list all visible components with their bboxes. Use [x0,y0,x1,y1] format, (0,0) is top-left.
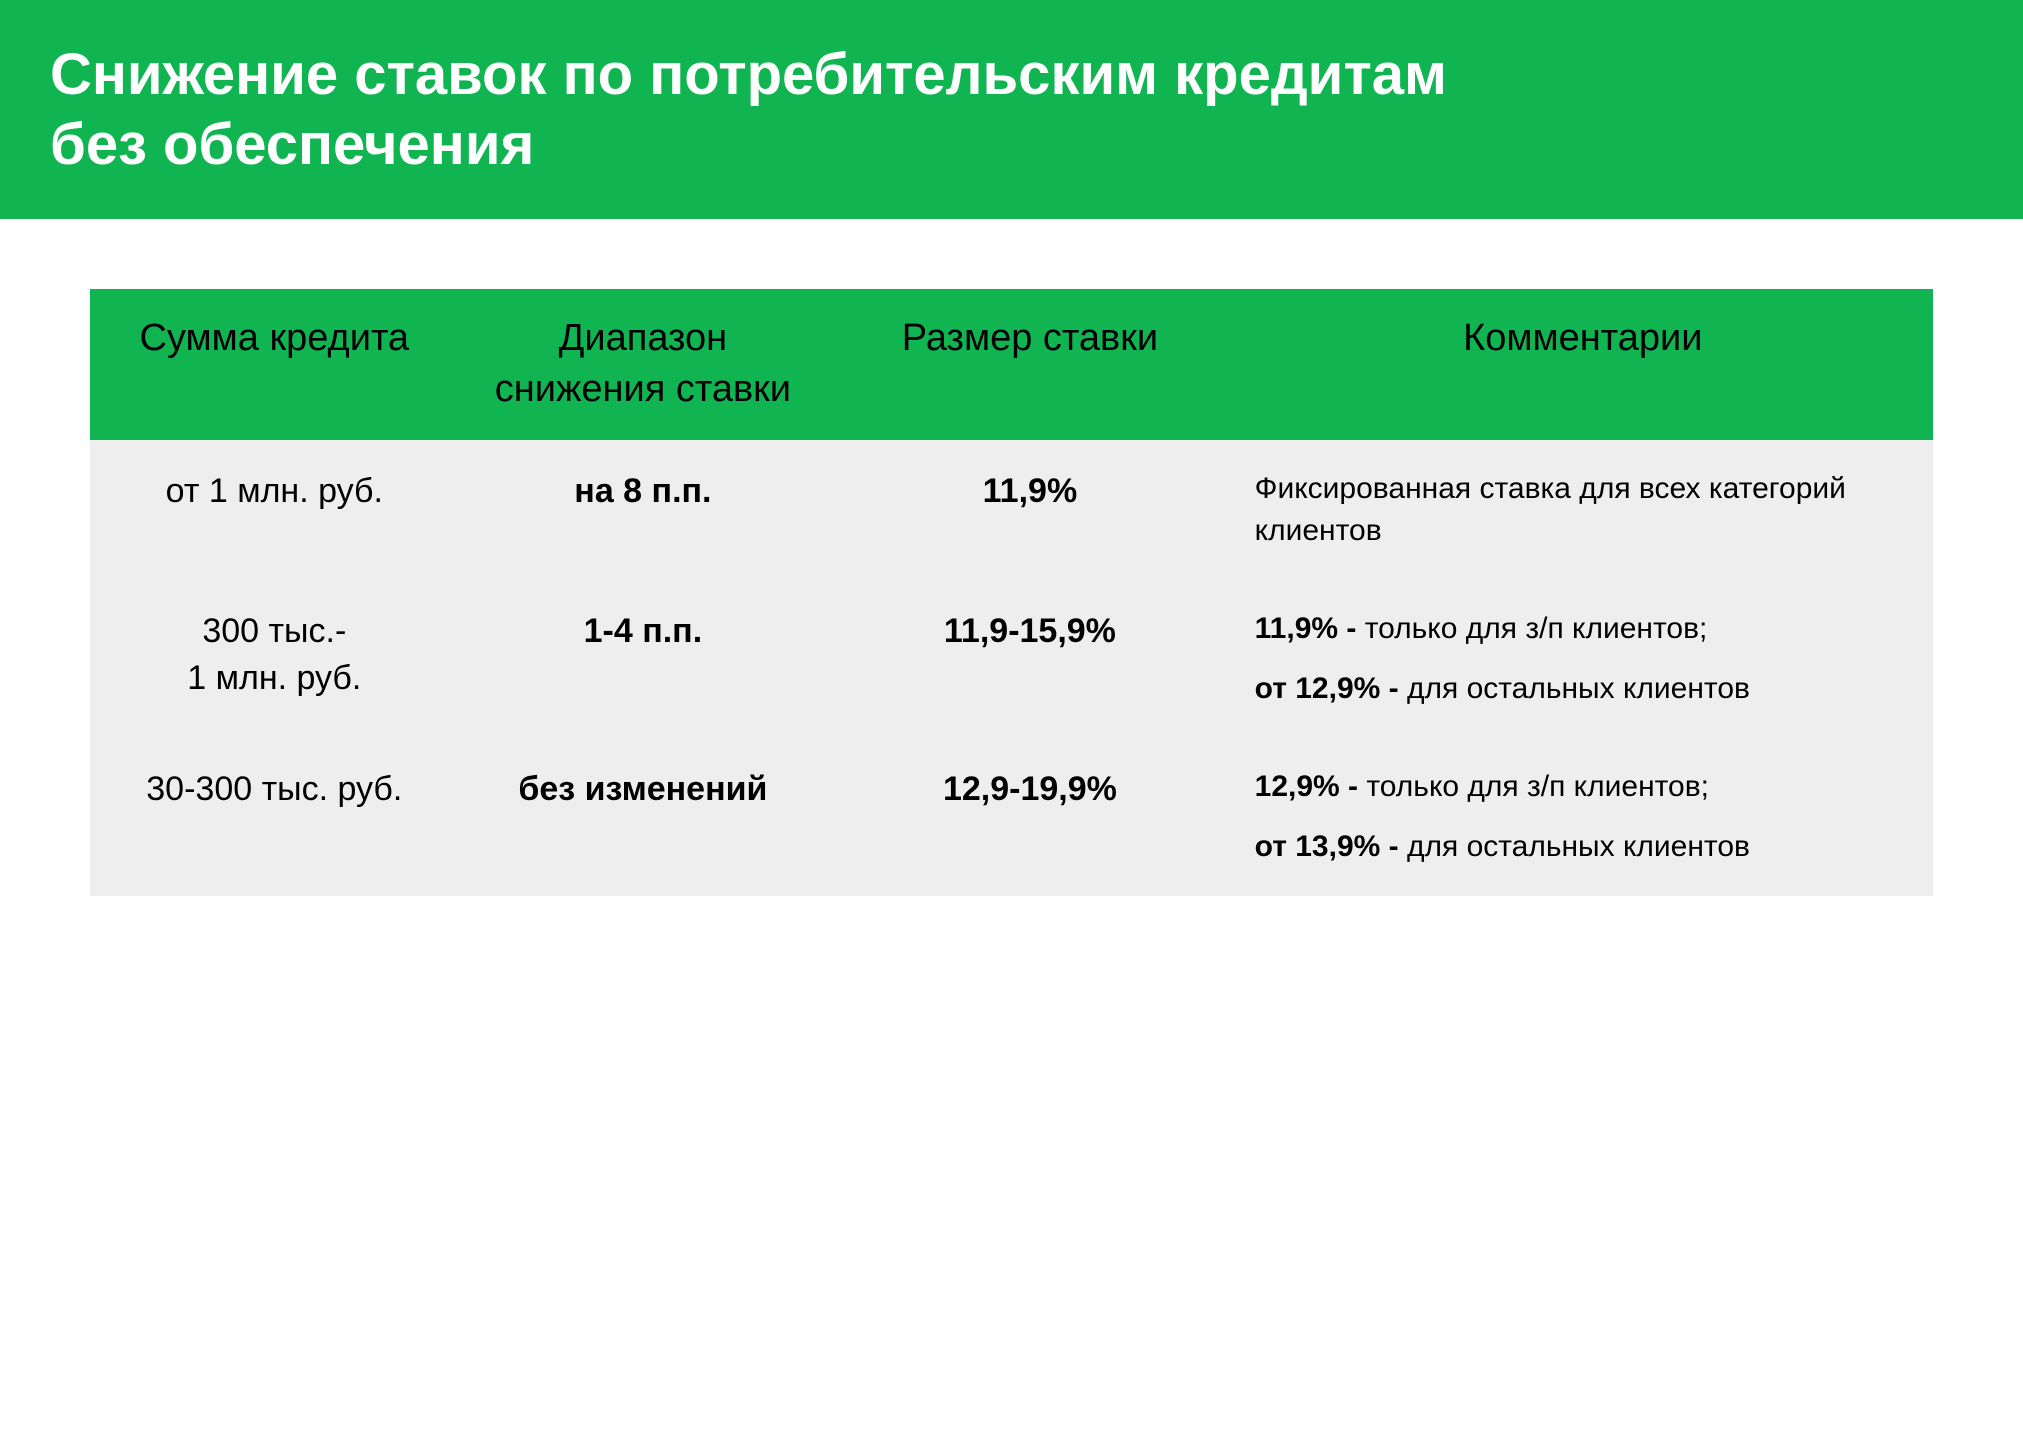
slide-title: Снижение ставок по потребительским креди… [50,40,1973,179]
cell-rate: 12,9-19,9% [827,738,1232,896]
comment-bold: от 12,9% - [1255,672,1407,705]
cell-amount: 300 тыс.- 1 млн. руб. [90,580,459,738]
cell-comments: Фиксированная ставка для всех категорий … [1233,440,1933,580]
slide-content: Сумма кредита Диапазон снижения ставки Р… [0,219,2023,896]
cell-comments: 12,9% - только для з/п клиентов; от 13,9… [1233,738,1933,896]
cell-amount: от 1 млн. руб. [90,440,459,580]
table-row: 300 тыс.- 1 млн. руб. 1-4 п.п. 11,9-15,9… [90,580,1933,738]
slide-header: Снижение ставок по потребительским креди… [0,0,2023,219]
comment-block: от 12,9% - для остальных клиентов [1255,668,1893,710]
th-comments: Комментарии [1233,289,1933,440]
rates-table: Сумма кредита Диапазон снижения ставки Р… [90,289,1933,896]
title-line-2: без обеспечения [50,112,534,177]
table-header-row: Сумма кредита Диапазон снижения ставки Р… [90,289,1933,440]
amount-line-2: 1 млн. руб. [187,659,361,697]
cell-comments: 11,9% - только для з/п клиентов; от 12,9… [1233,580,1933,738]
comment-bold: 12,9% - [1255,770,1367,803]
cell-range: 1-4 п.п. [459,580,828,738]
cell-rate: 11,9-15,9% [827,580,1232,738]
comment-rest: для остальных клиентов [1407,672,1750,705]
comment-block: 11,9% - только для з/п клиентов; [1255,608,1893,650]
th-amount: Сумма кредита [90,289,459,440]
cell-amount: 30-300 тыс. руб. [90,738,459,896]
comment-block: от 13,9% - для остальных клиентов [1255,826,1893,868]
th-rate: Размер ставки [827,289,1232,440]
table-row: 30-300 тыс. руб. без изменений 12,9-19,9… [90,738,1933,896]
cell-rate: 11,9% [827,440,1232,580]
comment-rest: только для з/п клиентов; [1365,612,1708,645]
comment-text: Фиксированная ставка для всех категорий … [1255,472,1846,547]
comment-bold: 11,9% - [1255,612,1365,645]
amount-line-1: 300 тыс.- [202,612,346,650]
th-range: Диапазон снижения ставки [459,289,828,440]
comment-bold: от 13,9% - [1255,830,1407,863]
cell-range: на 8 п.п. [459,440,828,580]
title-line-1: Снижение ставок по потребительским креди… [50,42,1447,107]
comment-rest: для остальных клиентов [1407,830,1750,863]
cell-range: без изменений [459,738,828,896]
comment-rest: только для з/п клиентов; [1366,770,1709,803]
comment-block: 12,9% - только для з/п клиентов; [1255,766,1893,808]
table-row: от 1 млн. руб. на 8 п.п. 11,9% Фиксирова… [90,440,1933,580]
